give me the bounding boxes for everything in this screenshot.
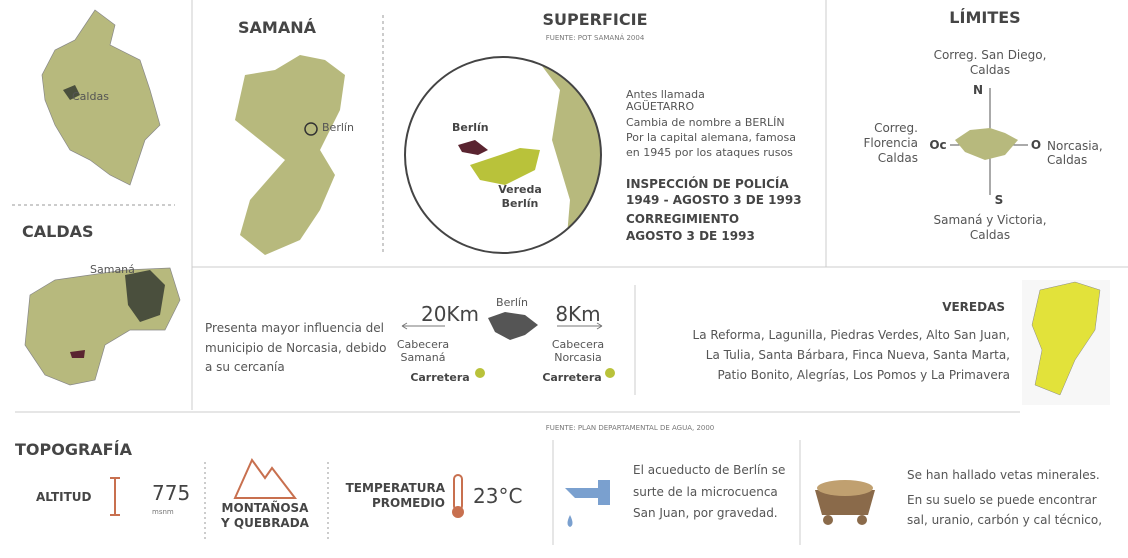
text: Florencia <box>863 136 918 150</box>
text: FUENTE: PLAN DEPARTAMENTAL DE AGUA, 2000 <box>545 424 715 432</box>
text: La Tulia, Santa Bárbara, Finca Nueva, Sa… <box>705 348 1010 362</box>
text: Caldas <box>1047 153 1088 167</box>
text: Berlín <box>501 197 539 210</box>
text: Carretera <box>542 371 602 384</box>
text: Cabecera <box>551 338 605 351</box>
text: VEREDAS <box>942 300 1005 314</box>
text: Samaná <box>90 263 135 276</box>
text: Berlín <box>452 121 489 134</box>
text: PROMEDIO <box>371 496 445 510</box>
text: en 1945 por los ataques rusos <box>626 146 793 159</box>
text: Berlín <box>322 121 354 134</box>
text: S <box>994 193 1004 207</box>
text: Vereda <box>498 183 542 196</box>
text: 775 <box>152 481 191 505</box>
text: 1949 - AGOSTO 3 DE 1993 <box>626 193 802 207</box>
text: INSPECCIÓN DE POLICÍA <box>626 177 789 191</box>
text: AGOSTO 3 DE 1993 <box>626 229 755 243</box>
text: Antes llamada <box>626 88 705 101</box>
text: a su cercanía <box>205 360 285 374</box>
text: CORREGIMIENTO <box>626 212 740 226</box>
text: MONTAÑOSA <box>221 501 309 515</box>
text: Correg. San Diego, <box>933 48 1047 62</box>
text: Cambia de nombre a BERLÍN <box>626 116 785 129</box>
text: Oc <box>929 138 947 152</box>
text: Correg. <box>874 121 918 135</box>
text: surte de la microcuenca <box>633 485 778 499</box>
text: Norcasia <box>554 351 602 364</box>
text: N <box>972 83 984 97</box>
text: TOPOGRAFÍA <box>15 440 132 459</box>
text: O <box>1030 138 1042 152</box>
text: ALTITUD <box>36 490 92 504</box>
text: AGÜETARRO <box>626 100 695 113</box>
text: Se han hallado vetas minerales. <box>907 468 1100 482</box>
text: 20Km <box>420 302 480 326</box>
text: Norcasia, <box>1047 139 1103 153</box>
text: Samaná <box>400 351 446 364</box>
text: Caldas <box>877 151 918 165</box>
text: 8Km <box>555 302 601 326</box>
text: La Reforma, Lagunilla, Piedras Verdes, A… <box>692 328 1010 342</box>
text: CALDAS <box>22 222 94 241</box>
text: 23°C <box>473 484 523 508</box>
text: msnm <box>152 508 174 516</box>
text: Cabecera <box>396 338 450 351</box>
text: Caldas <box>72 90 109 103</box>
text: Caldas <box>969 228 1011 242</box>
text: Presenta mayor influencia del <box>205 321 384 335</box>
text: Carretera <box>410 371 470 384</box>
text: municipio de Norcasia, debido <box>205 341 387 355</box>
text: San Juan, por gravedad. <box>633 506 778 520</box>
text: LÍMITES <box>949 8 1021 27</box>
text: sal, uranio, carbón y cal técnico, <box>907 513 1103 527</box>
text: TEMPERATURA <box>345 481 445 495</box>
text: Berlín <box>496 296 528 309</box>
text: Samaná y Victoria, <box>933 213 1047 227</box>
text: Patio Bonito, Alegrías, Los Pomos y La P… <box>717 368 1011 382</box>
text: FUENTE: POT SAMANÁ 2004 <box>545 34 645 42</box>
text: Y QUEBRADA <box>221 516 309 530</box>
text: En su suelo se puede encontrar <box>907 493 1097 507</box>
text: SUPERFICIE <box>542 10 648 29</box>
text: Caldas <box>969 63 1011 77</box>
text: El acueducto de Berlín se <box>633 463 786 477</box>
text: Por la capital alemana, famosa <box>626 131 796 144</box>
text: SAMANÁ <box>238 18 316 37</box>
